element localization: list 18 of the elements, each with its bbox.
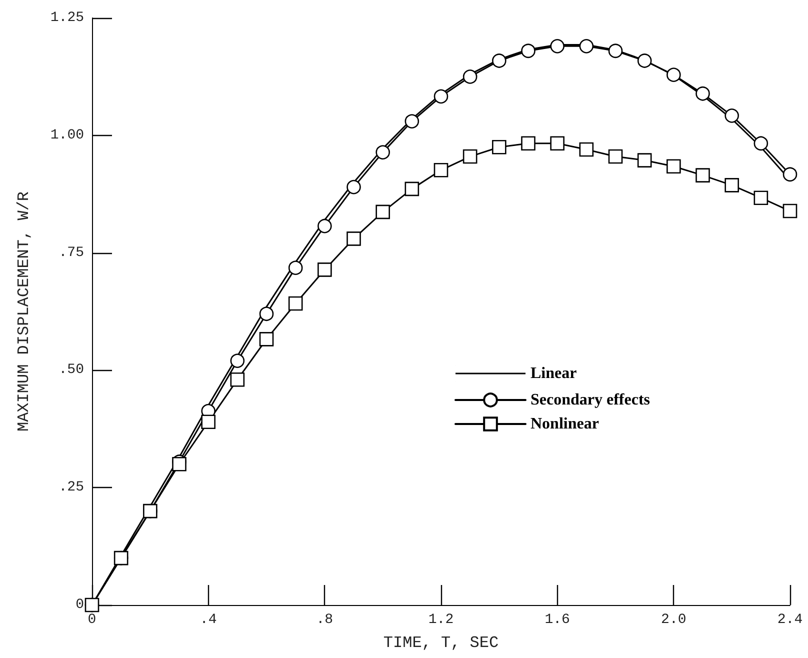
x-tick-label: 0 xyxy=(88,612,96,628)
x-tick-label: 1.2 xyxy=(428,612,454,628)
x-tick-label: 2.4 xyxy=(777,612,803,628)
x-tick-label: 2.0 xyxy=(661,612,686,628)
legend-label: Linear xyxy=(530,365,577,382)
y-tick-label: .50 xyxy=(58,362,84,378)
y-tick-label: .75 xyxy=(58,244,84,261)
y-tick-label: .25 xyxy=(58,480,84,496)
x-axis-title: TIME, T, SEC xyxy=(383,634,499,652)
y-tick-label: 1.00 xyxy=(50,127,84,144)
y-tick-label: 1.25 xyxy=(50,10,84,26)
legend-label: Nonlinear xyxy=(530,416,599,432)
x-tick-label: .4 xyxy=(200,612,217,628)
y-axis-title: MAXIMUM DISPLACEMENT, W/R xyxy=(15,191,33,432)
y-tick-label: 0 xyxy=(76,597,84,613)
x-tick-label: 1.6 xyxy=(544,612,570,628)
x-tick-label: .8 xyxy=(316,612,334,628)
legend-label: Secondary effects xyxy=(530,392,650,408)
